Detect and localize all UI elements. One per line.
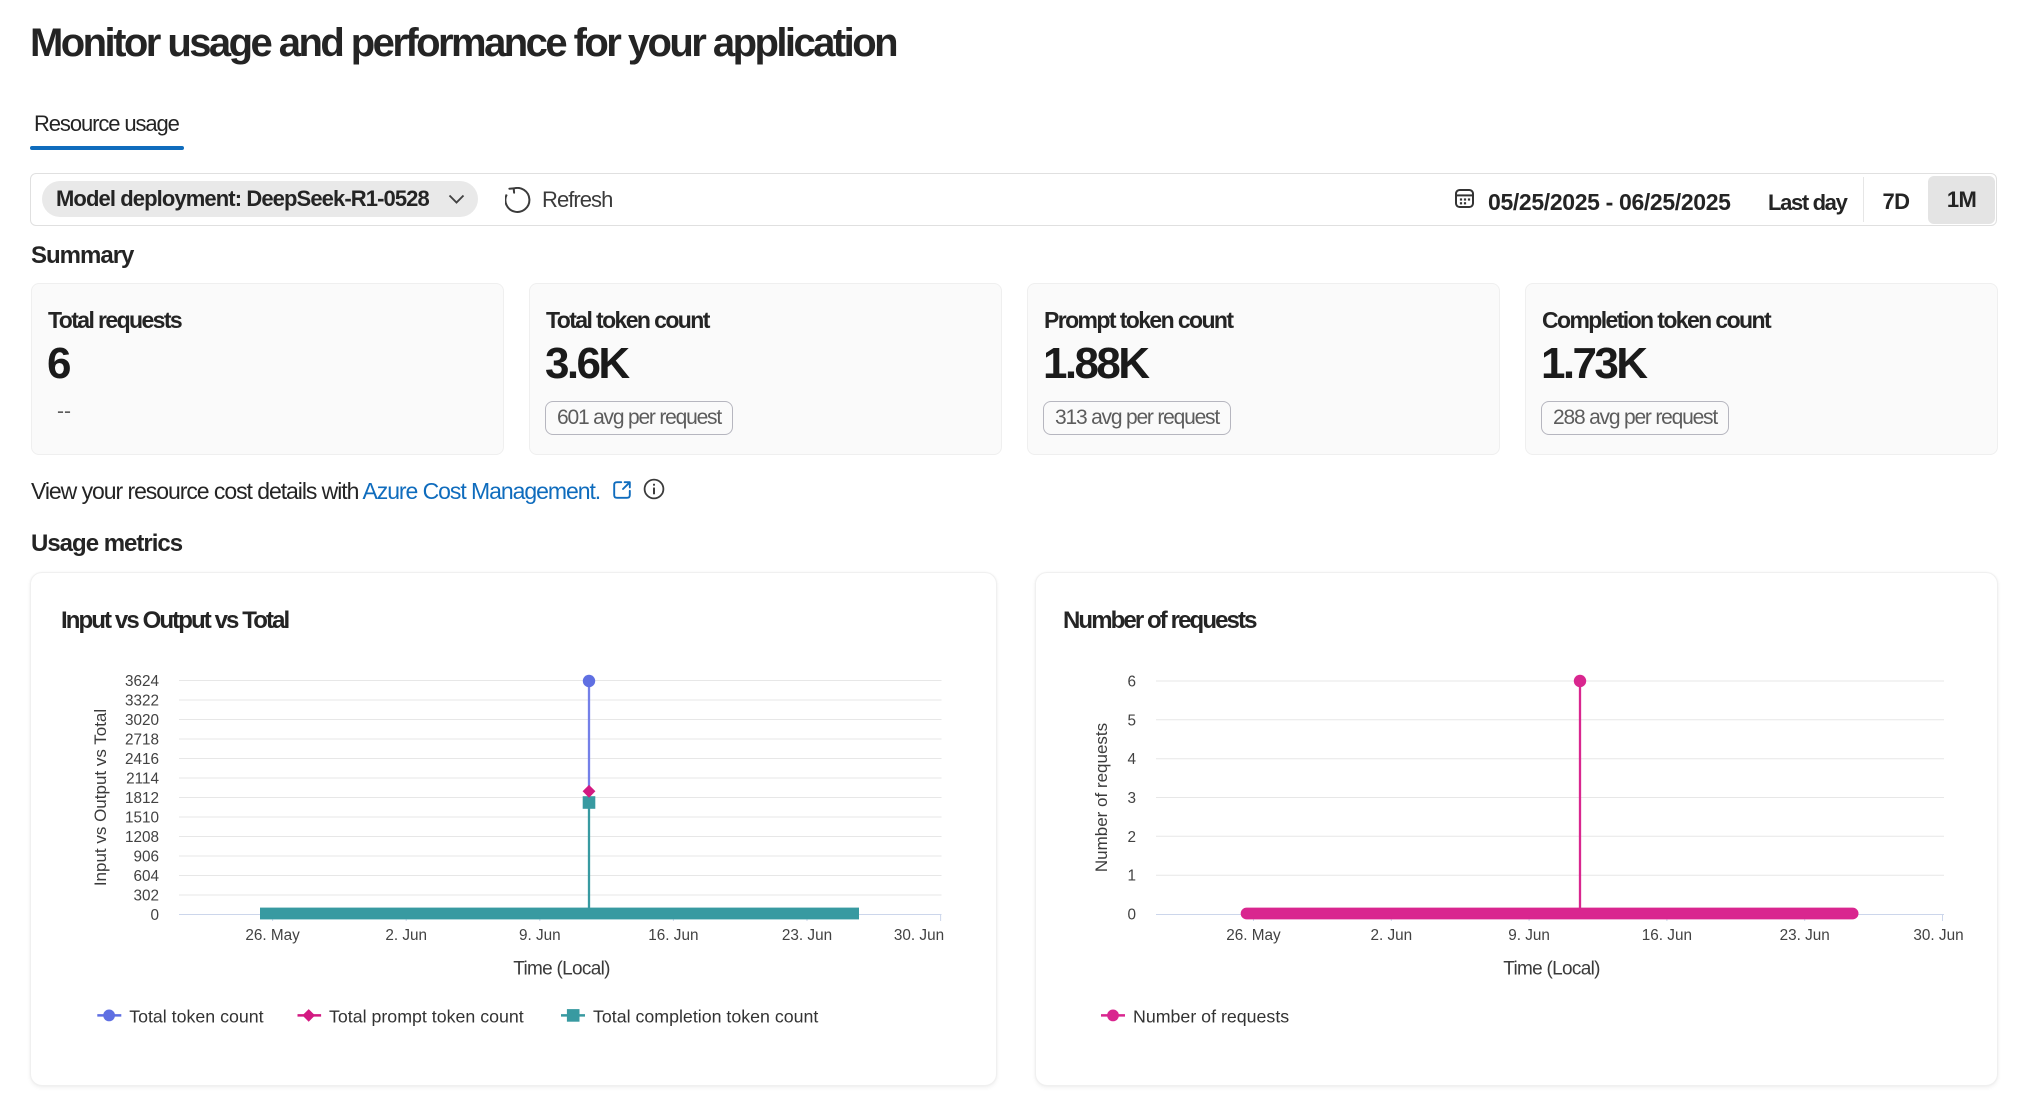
svg-text:302: 302: [133, 888, 159, 905]
svg-text:2416: 2416: [125, 751, 159, 768]
svg-text:1208: 1208: [125, 829, 159, 846]
svg-text:30. Jun: 30. Jun: [1913, 927, 1963, 944]
svg-text:30. Jun: 30. Jun: [894, 927, 944, 944]
svg-text:3322: 3322: [125, 693, 159, 710]
svg-text:Total prompt token count: Total prompt token count: [329, 1006, 524, 1026]
svg-text:Input vs Output vs Total: Input vs Output vs Total: [91, 709, 110, 886]
svg-text:4: 4: [1127, 751, 1136, 768]
svg-text:26. May: 26. May: [1226, 927, 1281, 944]
svg-text:2: 2: [1127, 829, 1136, 846]
svg-text:0: 0: [1127, 907, 1136, 924]
svg-text:906: 906: [133, 849, 159, 866]
svg-text:Time (Local): Time (Local): [1503, 959, 1600, 980]
svg-text:Total completion token count: Total completion token count: [593, 1006, 818, 1026]
svg-text:1: 1: [1127, 868, 1136, 885]
svg-text:2. Jun: 2. Jun: [1370, 927, 1412, 944]
svg-text:604: 604: [133, 868, 159, 885]
svg-text:3624: 3624: [125, 673, 160, 690]
svg-text:6: 6: [1127, 674, 1136, 691]
svg-text:3020: 3020: [125, 712, 159, 729]
svg-text:2114: 2114: [126, 771, 159, 788]
svg-text:Number of requests: Number of requests: [1133, 1006, 1289, 1026]
svg-text:5: 5: [1127, 712, 1136, 729]
svg-text:9. Jun: 9. Jun: [519, 927, 561, 944]
svg-text:0: 0: [150, 907, 159, 924]
svg-text:3: 3: [1127, 790, 1136, 807]
svg-text:16. Jun: 16. Jun: [1642, 927, 1692, 944]
svg-text:9. Jun: 9. Jun: [1508, 927, 1550, 944]
svg-text:1510: 1510: [125, 810, 159, 827]
svg-text:23. Jun: 23. Jun: [782, 927, 832, 944]
svg-text:1812: 1812: [125, 790, 159, 807]
svg-text:Number of requests: Number of requests: [1092, 723, 1111, 872]
svg-text:23. Jun: 23. Jun: [1780, 927, 1830, 944]
svg-text:26. May: 26. May: [245, 927, 300, 944]
svg-text:Total token count: Total token count: [129, 1006, 263, 1026]
svg-text:2. Jun: 2. Jun: [385, 927, 427, 944]
svg-text:16. Jun: 16. Jun: [648, 927, 698, 944]
svg-text:2718: 2718: [125, 732, 159, 749]
svg-text:Time (Local): Time (Local): [513, 959, 610, 980]
